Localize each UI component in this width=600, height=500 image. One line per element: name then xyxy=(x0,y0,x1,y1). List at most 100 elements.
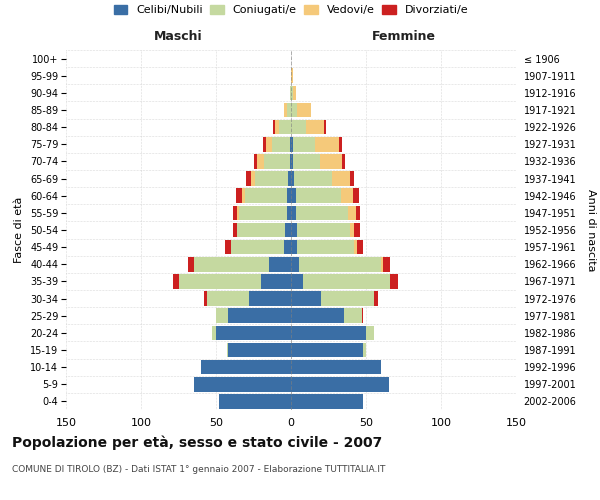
Bar xyxy=(315,137,339,152)
Bar xyxy=(349,222,354,238)
Bar xyxy=(290,86,291,100)
Bar xyxy=(342,154,345,168)
Bar xyxy=(237,222,285,238)
Bar xyxy=(294,172,331,186)
Bar xyxy=(299,257,381,272)
Bar xyxy=(273,120,275,134)
Text: Maschi: Maschi xyxy=(154,30,203,43)
Bar xyxy=(287,206,291,220)
Bar xyxy=(291,102,297,118)
Bar xyxy=(355,206,360,220)
Bar xyxy=(288,172,291,186)
Bar xyxy=(265,137,271,152)
Legend: Celibi/Nubili, Coniugati/e, Vedovi/e, Divorziati/e: Celibi/Nubili, Coniugati/e, Vedovi/e, Di… xyxy=(114,5,468,15)
Bar xyxy=(331,172,349,186)
Bar xyxy=(291,274,303,288)
Bar xyxy=(357,240,363,254)
Text: COMUNE DI TIROLO (BZ) - Dati ISTAT 1° gennaio 2007 - Elaborazione TUTTITALIA.IT: COMUNE DI TIROLO (BZ) - Dati ISTAT 1° ge… xyxy=(12,465,385,474)
Bar xyxy=(373,292,378,306)
Bar xyxy=(390,274,398,288)
Bar xyxy=(193,377,291,392)
Bar xyxy=(239,206,287,220)
Bar xyxy=(290,137,291,152)
Bar xyxy=(179,274,261,288)
Bar xyxy=(363,342,366,357)
Bar xyxy=(341,188,353,203)
Bar xyxy=(354,222,360,238)
Bar xyxy=(291,240,297,254)
Bar xyxy=(291,377,389,392)
Bar xyxy=(287,102,291,118)
Bar xyxy=(291,342,363,357)
Bar xyxy=(233,206,237,220)
Bar xyxy=(291,154,293,168)
Bar xyxy=(228,342,291,357)
Bar xyxy=(293,137,315,152)
Bar xyxy=(225,240,231,254)
Bar xyxy=(297,222,349,238)
Bar xyxy=(219,394,291,408)
Bar xyxy=(306,120,324,134)
Bar xyxy=(227,342,228,357)
Bar xyxy=(297,102,311,118)
Bar xyxy=(297,240,354,254)
Bar xyxy=(269,257,291,272)
Bar xyxy=(366,326,373,340)
Bar xyxy=(284,102,287,118)
Bar xyxy=(246,172,251,186)
Bar xyxy=(291,257,299,272)
Bar xyxy=(291,188,296,203)
Bar xyxy=(287,188,291,203)
Bar xyxy=(201,360,291,374)
Bar xyxy=(249,292,291,306)
Bar xyxy=(264,154,290,168)
Bar xyxy=(285,222,291,238)
Bar xyxy=(231,240,284,254)
Bar xyxy=(361,308,363,323)
Bar xyxy=(257,154,264,168)
Bar xyxy=(303,274,390,288)
Bar xyxy=(320,154,342,168)
Bar xyxy=(291,172,294,186)
Bar xyxy=(291,206,296,220)
Bar xyxy=(187,257,193,272)
Bar xyxy=(291,137,293,152)
Bar xyxy=(204,292,207,306)
Bar xyxy=(291,394,363,408)
Text: Popolazione per età, sesso e stato civile - 2007: Popolazione per età, sesso e stato civil… xyxy=(12,435,382,450)
Bar xyxy=(261,274,291,288)
Bar xyxy=(228,308,291,323)
Bar xyxy=(353,188,359,203)
Bar xyxy=(216,326,291,340)
Bar xyxy=(293,86,296,100)
Bar xyxy=(275,120,279,134)
Bar xyxy=(235,188,241,203)
Bar xyxy=(383,257,390,272)
Bar xyxy=(354,240,357,254)
Bar xyxy=(263,137,265,152)
Bar xyxy=(271,137,290,152)
Bar xyxy=(324,120,325,134)
Bar xyxy=(193,257,269,272)
Bar xyxy=(254,154,257,168)
Bar xyxy=(291,68,293,83)
Bar xyxy=(291,292,321,306)
Bar xyxy=(284,240,291,254)
Bar xyxy=(339,137,342,152)
Text: Femmine: Femmine xyxy=(371,30,436,43)
Bar xyxy=(293,154,320,168)
Bar xyxy=(207,292,249,306)
Bar xyxy=(348,206,355,220)
Y-axis label: Fasce di età: Fasce di età xyxy=(14,197,25,263)
Bar xyxy=(291,308,343,323)
Bar xyxy=(251,172,255,186)
Bar xyxy=(321,292,373,306)
Bar xyxy=(290,154,291,168)
Bar xyxy=(212,326,216,340)
Bar xyxy=(291,222,297,238)
Bar xyxy=(343,308,361,323)
Bar xyxy=(245,188,287,203)
Bar xyxy=(279,120,291,134)
Bar xyxy=(241,188,245,203)
Bar xyxy=(291,360,381,374)
